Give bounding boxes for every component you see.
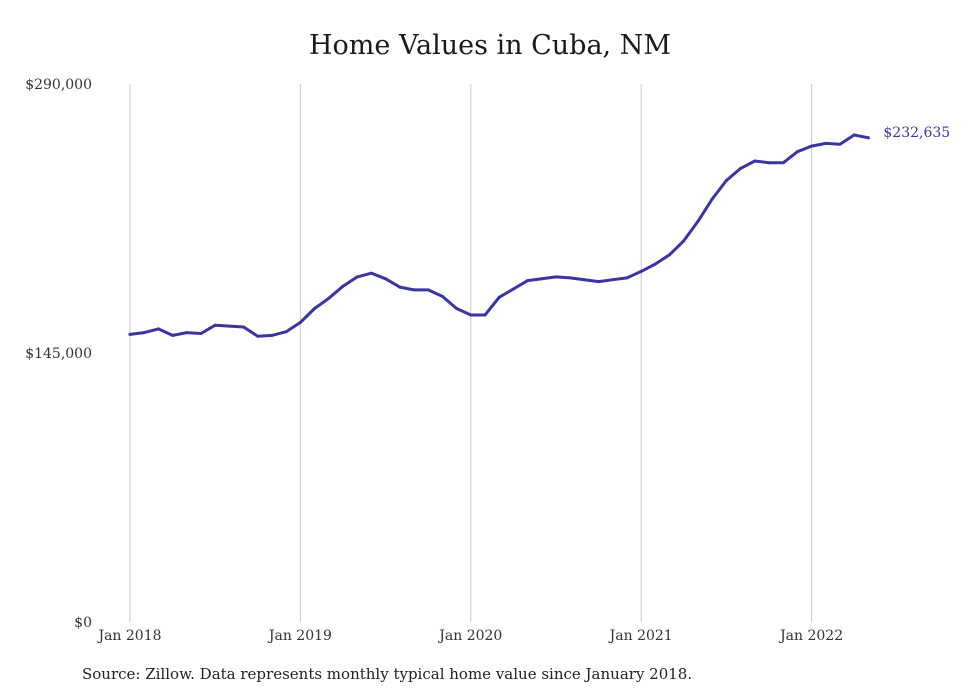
x-tick-label: Jan 2019 — [267, 628, 332, 644]
data-point — [497, 295, 501, 299]
data-point — [227, 324, 231, 328]
data-point — [156, 327, 160, 331]
data-point — [256, 334, 260, 338]
end-value-label: $232,635 — [883, 125, 950, 141]
axis-tick-labels: Jan 2018 Jan 2019 Jan 2020 Jan 2021 Jan 2022… — [25, 77, 843, 644]
data-point — [341, 284, 345, 288]
data-point — [653, 262, 657, 266]
data-point — [185, 331, 189, 335]
data-point — [568, 276, 572, 280]
data-point — [298, 320, 302, 324]
gridlines — [129, 84, 813, 622]
data-point — [455, 307, 459, 310]
data-point — [838, 142, 842, 146]
data-point — [369, 271, 373, 275]
x-tick-label: Jan 2020 — [437, 628, 502, 644]
data-point — [426, 288, 430, 292]
data-point — [526, 279, 530, 283]
data-point — [128, 332, 132, 336]
series-line — [128, 133, 870, 338]
data-point — [469, 313, 473, 317]
source-note: Source: Zillow. Data represents monthly … — [82, 665, 693, 683]
data-point — [724, 179, 728, 182]
data-point — [767, 161, 771, 165]
data-point — [313, 307, 317, 310]
data-point — [682, 239, 686, 243]
data-point — [582, 278, 586, 282]
data-point — [611, 278, 615, 282]
data-point — [781, 161, 785, 165]
y-tick-label: $145,000 — [25, 346, 92, 362]
data-point — [554, 275, 558, 279]
data-point — [540, 277, 544, 281]
data-point — [384, 277, 388, 281]
series-layer — [128, 133, 870, 338]
data-point — [412, 288, 416, 292]
data-point — [852, 133, 856, 137]
x-tick-label: Jan 2021 — [608, 628, 673, 644]
data-point — [824, 141, 828, 145]
data-point — [199, 332, 203, 335]
y-tick-label: $290,000 — [25, 77, 92, 93]
data-point — [753, 159, 757, 163]
chart-title: Home Values in Cuba, NM — [309, 30, 671, 61]
data-point — [625, 276, 629, 280]
data-point — [440, 294, 444, 298]
data-point — [213, 323, 217, 327]
data-point — [483, 313, 487, 317]
data-point — [511, 287, 515, 291]
data-point — [597, 280, 601, 284]
data-point — [696, 219, 700, 223]
y-tick-label: $0 — [74, 615, 92, 631]
data-point — [810, 144, 814, 148]
data-point — [142, 331, 146, 335]
data-point — [327, 296, 331, 300]
data-point — [398, 285, 402, 289]
data-point — [795, 150, 799, 154]
x-tick-label: Jan 2018 — [96, 628, 161, 644]
data-point — [284, 330, 288, 334]
data-point — [710, 197, 714, 201]
data-point — [866, 136, 870, 140]
x-tick-label: Jan 2022 — [778, 628, 843, 644]
data-point — [242, 325, 246, 329]
data-point — [739, 166, 743, 170]
data-point — [270, 333, 274, 337]
data-point — [171, 333, 175, 337]
data-point — [668, 253, 672, 257]
data-point — [355, 275, 359, 279]
data-point — [639, 269, 643, 273]
